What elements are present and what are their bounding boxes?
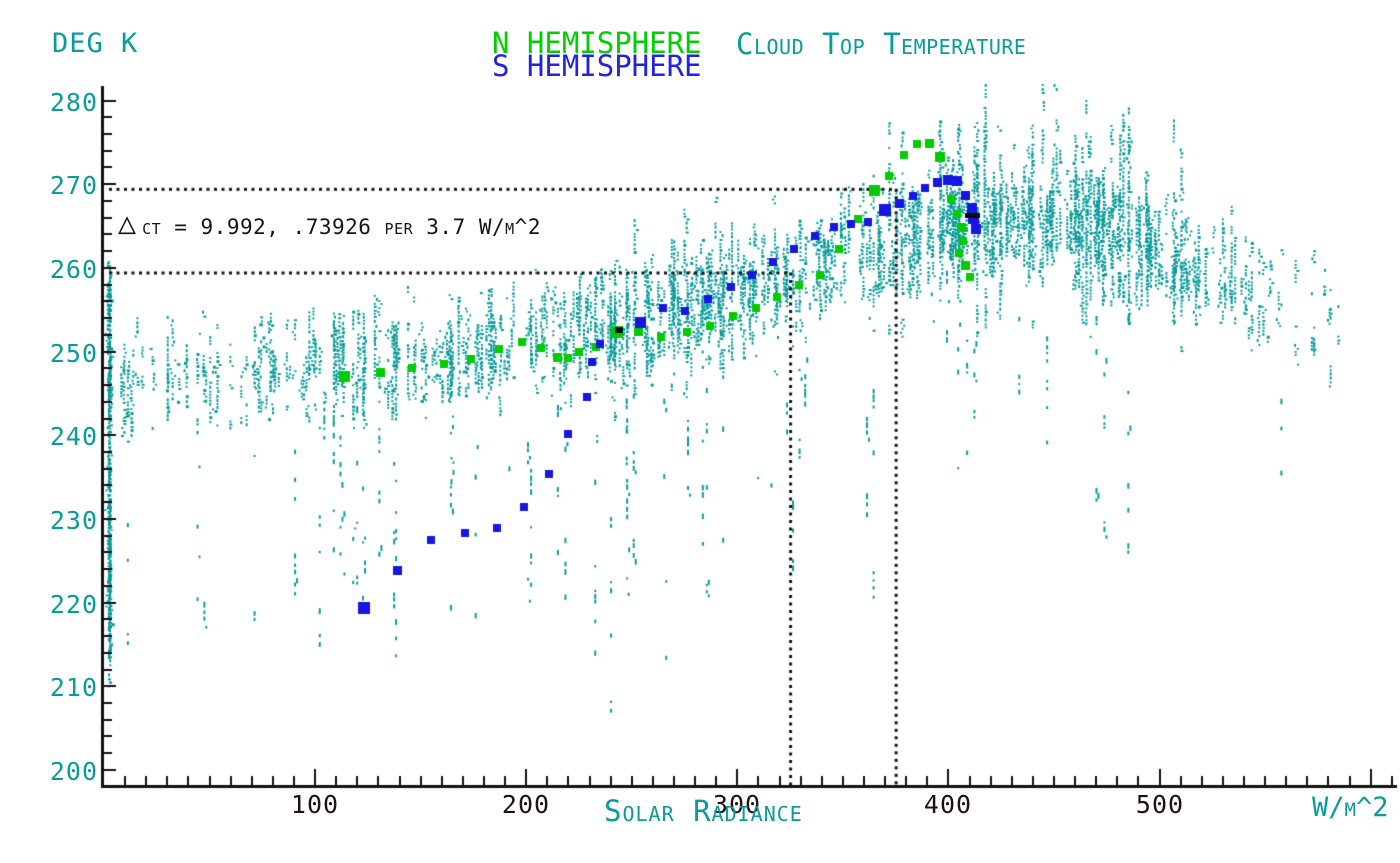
x-tick-label: 200 <box>501 790 551 819</box>
x-tick-label: 400 <box>923 790 973 819</box>
y-tick-label: 260 <box>49 255 98 284</box>
y-tick-label: 270 <box>49 171 98 200</box>
x-axis-label: Solar Radiance <box>604 794 803 828</box>
y-tick-label: 230 <box>49 506 98 535</box>
delta-ct-annotation: △ ct = 9.992, .73926 per 3.7 W/m^2 <box>118 209 541 239</box>
x-tick-label: 300 <box>712 790 762 819</box>
x-tick-label: 500 <box>1135 790 1185 819</box>
chart-title: Cloud Top Temperature <box>736 27 1027 61</box>
y-tick-label: 220 <box>49 590 98 619</box>
y-tick-label: 250 <box>49 339 98 368</box>
legend-s-hemisphere-label: S HEMISPHERE <box>492 49 702 83</box>
y-tick-label: 210 <box>49 673 98 702</box>
delta-triangle-icon: △ <box>118 206 137 241</box>
x-tick-label: 100 <box>290 790 340 819</box>
y-tick-label: 200 <box>49 757 98 786</box>
annotation-text: ct = 9.992, .73926 per 3.7 W/m^2 <box>142 215 541 239</box>
y-tick-label: 240 <box>49 422 98 451</box>
x-axis-unit-label: W/m^2 <box>1312 792 1389 823</box>
y-tick-label: 280 <box>49 88 98 117</box>
y-axis-unit-label: DEG K <box>52 28 139 59</box>
legend-n-hemisphere-label: N HEMISPHERE <box>492 26 702 60</box>
